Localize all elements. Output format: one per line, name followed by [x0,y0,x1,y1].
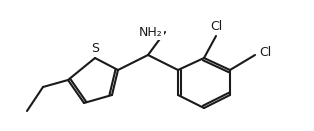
Text: S: S [91,42,99,54]
Text: NH₂: NH₂ [139,26,163,39]
Text: Cl: Cl [259,47,271,59]
Text: Cl: Cl [210,20,222,32]
